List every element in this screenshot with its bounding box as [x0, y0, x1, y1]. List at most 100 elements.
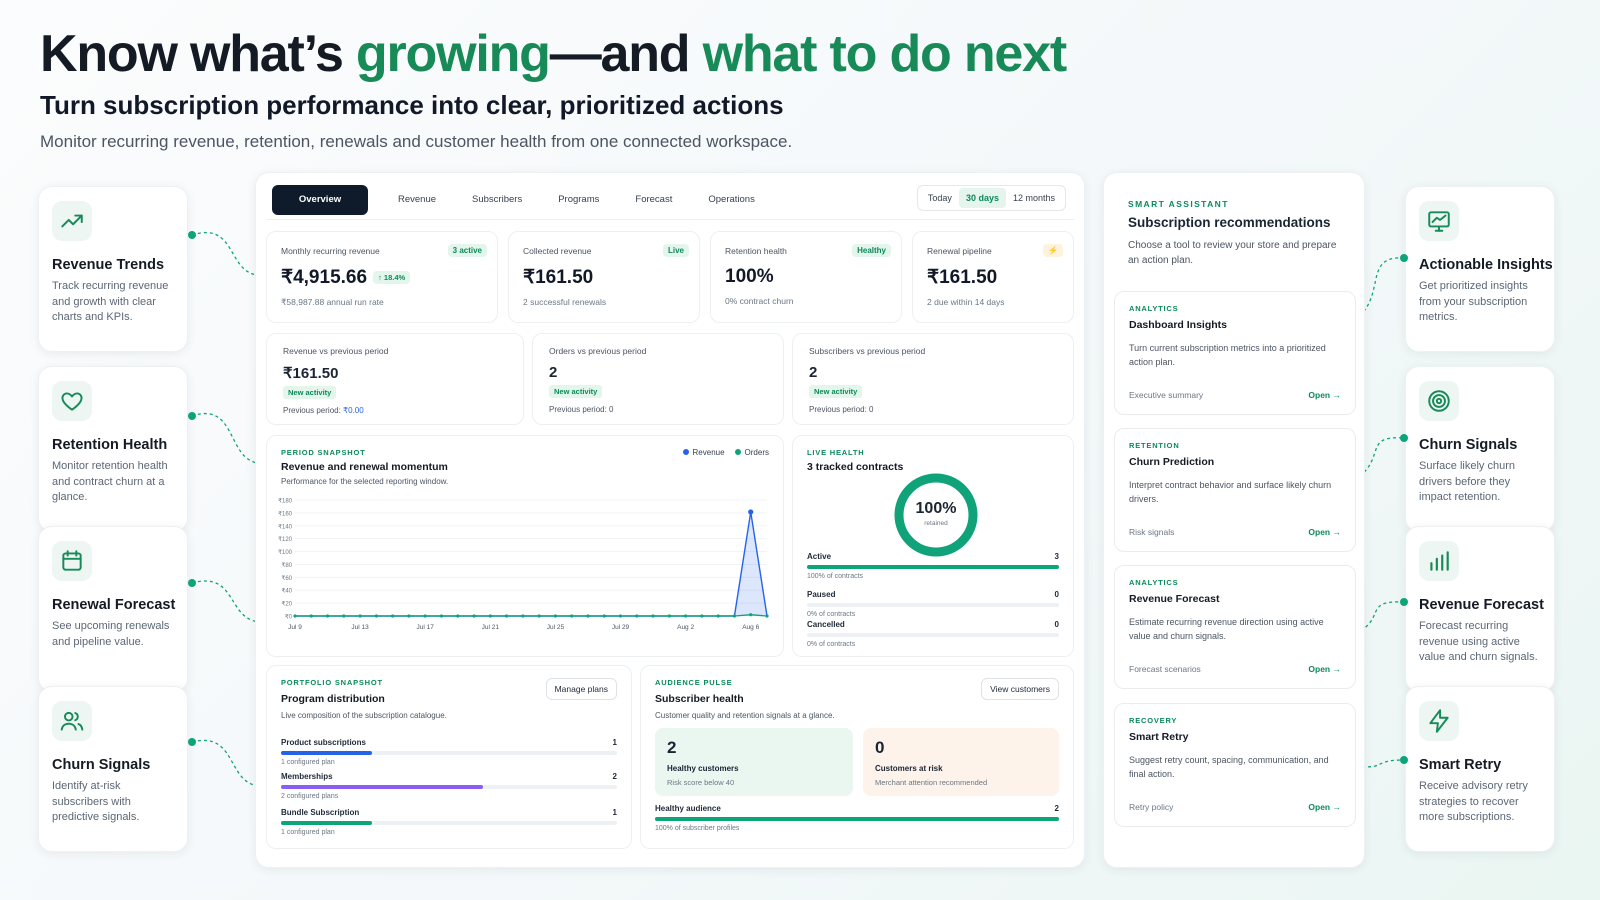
panel-subtitle: Customer quality and retention signals a… — [655, 711, 835, 720]
tab-overview[interactable]: Overview — [272, 185, 368, 215]
tool-card-smart-retry[interactable]: Recovery Smart Retry Suggest retry count… — [1114, 703, 1356, 827]
feature-desc: Surface likely churn drivers before they… — [1419, 460, 1515, 503]
live-health-panel: Live health 3 tracked contracts 100% ret… — [792, 435, 1074, 657]
panel-eyebrow: Portfolio snapshot — [281, 678, 383, 687]
status-bar — [807, 603, 1059, 607]
healthy-sub: Risk score below 40 — [667, 778, 735, 787]
tab-forecast[interactable]: Forecast — [635, 194, 673, 205]
tab-subscribers[interactable]: Subscribers — [472, 194, 523, 205]
open-link[interactable]: Open → — [1308, 527, 1341, 537]
program-label: Product subscriptions — [281, 738, 366, 747]
panel-title: 3 tracked contracts — [807, 461, 904, 473]
tool-title: Smart Retry — [1129, 731, 1189, 743]
compare-value: 2 — [549, 364, 558, 381]
connector-dot — [1400, 756, 1408, 764]
panel-eyebrow: Live health — [807, 448, 865, 457]
range-today[interactable]: Today — [927, 193, 952, 203]
title-accent-growing: growing — [355, 25, 551, 83]
lightning-icon: ⚡ — [1043, 244, 1063, 257]
compare-revenue: Revenue vs previous period ₹161.50 New a… — [266, 333, 524, 425]
orders-point — [765, 614, 769, 618]
tab-operations[interactable]: Operations — [708, 194, 755, 205]
tab-programs[interactable]: Programs — [558, 194, 600, 205]
tool-card-revenue-forecast[interactable]: Analytics Revenue Forecast Estimate recu… — [1114, 565, 1356, 689]
kpi-value: ₹161.50 — [927, 267, 998, 288]
revenue-peak-point — [748, 509, 754, 515]
orders-point — [325, 614, 330, 618]
heart-icon — [52, 381, 92, 421]
date-range-selector: Today 30 days 12 months — [916, 185, 1066, 211]
lightning-icon — [1419, 701, 1459, 741]
kpi-sub: 2 successful renewals — [523, 297, 607, 307]
status-count: 0 — [1054, 590, 1059, 599]
compare-label: Revenue vs previous period — [283, 346, 389, 356]
risk-count: 0 — [875, 738, 885, 757]
manage-plans-button[interactable]: Manage plans — [545, 678, 617, 700]
tool-card-churn-prediction[interactable]: Retention Churn Prediction Interpret con… — [1114, 428, 1356, 552]
feature-card-renewal-forecast: Renewal Forecast See upcoming renewals a… — [38, 526, 188, 692]
tab-revenue[interactable]: Revenue — [398, 194, 437, 205]
x-tick-label: Jul 29 — [612, 624, 630, 631]
kpi-label: Renewal pipeline — [927, 246, 992, 256]
tool-card-dashboard-insights[interactable]: Analytics Dashboard Insights Turn curren… — [1114, 291, 1356, 415]
range-30-days[interactable]: 30 days — [958, 188, 1006, 208]
feature-card-smart-retry: Smart Retry Receive advisory retry strat… — [1405, 686, 1555, 852]
status-row-paused: Paused 0 0% of contracts — [807, 590, 1059, 618]
tool-desc: Estimate recurring revenue direction usi… — [1129, 617, 1324, 641]
kpi-badge: 3 active — [447, 244, 487, 257]
period-snapshot-panel: Period snapshot Revenue and renewal mome… — [266, 435, 784, 657]
feature-title: Retention Health — [52, 437, 168, 453]
risk-label: Customers at risk — [875, 764, 943, 773]
kpi-label: Retention health — [725, 246, 787, 256]
open-link[interactable]: Open → — [1308, 664, 1341, 674]
progress-fill — [281, 751, 372, 755]
tool-title: Revenue Forecast — [1129, 593, 1220, 605]
audience-panel: Audience pulse Subscriber health Custome… — [640, 665, 1074, 849]
calendar-icon — [52, 541, 92, 581]
orders-point — [586, 614, 590, 618]
program-count: 1 — [612, 808, 617, 817]
kpi-value: ₹4,915.66 ↑ 18.4% — [281, 266, 483, 289]
open-link[interactable]: Open → — [1308, 802, 1341, 812]
range-12-months[interactable]: 12 months — [1012, 193, 1055, 203]
status-bar — [807, 633, 1059, 637]
page-subtitle: Turn subscription performance into clear… — [40, 90, 784, 120]
orders-point — [716, 614, 720, 618]
tool-eyebrow: Recovery — [1129, 716, 1178, 725]
tool-title: Churn Prediction — [1129, 456, 1215, 468]
activity-tag: New activity — [549, 385, 603, 398]
orders-point — [553, 614, 558, 618]
orders-point — [602, 614, 606, 618]
assistant-desc: Choose a tool to review your store and p… — [1128, 240, 1337, 266]
healthy-audience-row: Healthy audience 2 100% of subscriber pro… — [655, 804, 1059, 832]
view-customers-button[interactable]: View customers — [981, 678, 1059, 700]
orders-point — [504, 614, 509, 618]
y-tick-label: ₹100 — [278, 549, 292, 556]
tool-footer: Forecast scenarios — [1129, 664, 1201, 674]
panel-eyebrow: Audience pulse — [655, 678, 733, 687]
assistant-header: Smart assistant Subscription recommendat… — [1128, 199, 1342, 268]
x-tick-label: Aug 6 — [742, 624, 759, 631]
connector-dot — [1400, 434, 1408, 442]
healthy-customers-tile: 2 Healthy customers Risk score below 40 — [655, 728, 853, 796]
feature-title: Revenue Trends — [52, 257, 165, 273]
program-label: Memberships — [281, 772, 333, 781]
orders-point — [651, 614, 655, 618]
kpi-value: ₹161.50 — [523, 267, 594, 288]
program-sub: 2 configured plans — [281, 793, 339, 800]
orders-point — [537, 614, 541, 618]
feature-title: Smart Retry — [1419, 757, 1502, 773]
status-row-cancelled: Cancelled 0 0% of contracts — [807, 620, 1059, 648]
panel-title: Revenue and renewal momentum — [281, 461, 448, 473]
orders-point — [423, 614, 427, 618]
portfolio-panel: Portfolio snapshot Program distribution … — [266, 665, 632, 849]
y-tick-label: ₹20 — [282, 601, 293, 608]
progress-fill — [281, 785, 483, 789]
audience-count: 2 — [1054, 804, 1059, 813]
feature-desc: Monitor retention health and contract ch… — [52, 460, 168, 503]
y-tick-label: ₹140 — [278, 523, 292, 530]
open-link[interactable]: Open → — [1308, 390, 1341, 400]
y-tick-label: ₹40 — [282, 588, 293, 595]
retention-ring: 100% retained — [893, 472, 979, 558]
tool-desc: Interpret contract behavior and surface … — [1129, 480, 1332, 504]
